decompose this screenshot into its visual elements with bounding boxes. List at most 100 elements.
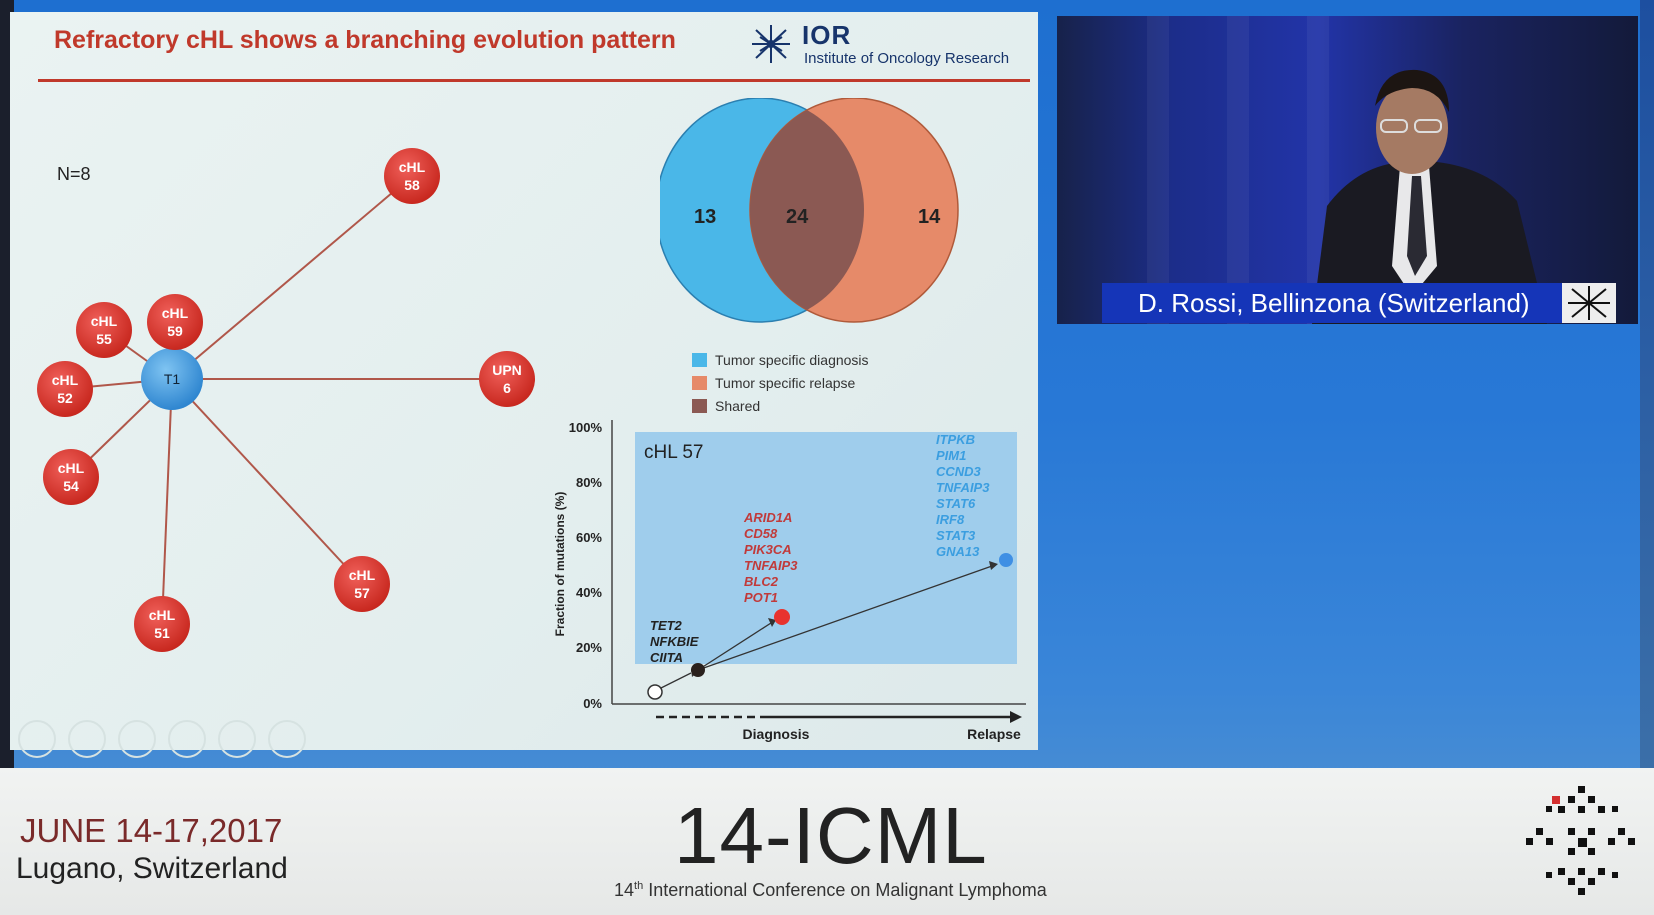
tree-node-label: 57	[354, 585, 370, 601]
x-label-relapse: Relapse	[967, 726, 1021, 742]
gene-label: PIK3CA	[744, 542, 792, 557]
tree-node-upn6: UPN 6	[479, 351, 535, 407]
venn-shared-value: 24	[786, 206, 809, 228]
subtitle-number: 14	[614, 880, 635, 900]
tree-node-label: 51	[154, 625, 170, 641]
tree-node-chl54: cHL 54	[43, 449, 99, 505]
ior-logo-word: IOR	[802, 20, 852, 50]
tree-edge	[171, 378, 363, 585]
y-tick-label: 60%	[576, 530, 602, 545]
y-tick-label: 80%	[576, 475, 602, 490]
gene-list-diagnosis: ARID1A CD58 PIK3CA TNFAIP3 BLC2 POT1	[744, 510, 797, 606]
gene-label: NFKBIE	[650, 634, 699, 649]
title-rule	[38, 79, 1030, 82]
tree-node-chl52: cHL 52	[37, 361, 93, 417]
gene-label: BLC2	[744, 574, 778, 589]
gene-label: STAT6	[936, 496, 976, 511]
gene-label: STAT3	[936, 528, 976, 543]
gene-list-relapse: ITPKB PIM1 CCND3 TNFAIP3 STAT6 IRF8 STAT…	[936, 432, 989, 560]
legend-swatch	[692, 375, 707, 390]
branching-tree: T1 cHL 58 cHL 59 cHL 55 cHL 52 cHL 54 cHL 51 cHL 57 UP…	[37, 148, 535, 652]
venn-shared-region	[750, 98, 864, 322]
tree-edge	[171, 175, 413, 380]
y-tick-label: 20%	[576, 640, 602, 655]
tree-node-t1: T1	[141, 348, 203, 410]
gene-label: ARID1A	[744, 510, 793, 525]
y-tick-label: 100%	[569, 420, 603, 435]
gene-label: TNFAIP3	[936, 480, 990, 495]
legend-swatch	[692, 352, 707, 367]
gene-label: IRF8	[936, 512, 965, 527]
tree-edge	[161, 378, 173, 625]
clone-point-relapse	[999, 553, 1013, 567]
slide-nav-forward-button[interactable]	[68, 720, 106, 758]
panel-label: cHL 57	[644, 442, 704, 463]
y-axis-label: Fraction of mutations (%)	[553, 492, 567, 637]
gene-label: TET2	[650, 618, 682, 633]
footer-event-subtitle: 14th International Conference on Maligna…	[614, 880, 1047, 901]
nameplate-logo-icon	[1562, 283, 1616, 323]
sample-count: N=8	[57, 164, 91, 184]
footer-location: Lugano, Switzerland	[16, 852, 288, 885]
venn-left-value: 13	[694, 206, 716, 228]
slide-more-button[interactable]	[268, 720, 306, 758]
tree-node-label: 58	[404, 177, 420, 193]
tree-node-label: 6	[503, 380, 511, 396]
arrow-head-icon	[1010, 711, 1022, 723]
tree-node-label: 52	[57, 390, 73, 406]
subtitle-suffix: th	[634, 880, 644, 892]
speaker-nameplate: D. Rossi, Bellinzona (Switzerland)	[1102, 283, 1604, 323]
y-tick-label: 40%	[576, 585, 602, 600]
tree-node-chl59: cHL 59	[147, 294, 203, 350]
gene-label: PIM1	[936, 448, 967, 463]
footer-date: JUNE 14-17,2017	[20, 812, 283, 849]
ior-logo-icon	[752, 25, 790, 63]
legend-swatch	[692, 398, 707, 413]
tree-node-chl58: cHL 58	[384, 148, 440, 204]
legend-item: Shared	[715, 397, 761, 414]
clonal-evolution-plot: cHL 57 0% 20% 40% 60% 80% 100% Fraction …	[553, 420, 1026, 742]
gene-label: CCND3	[936, 464, 981, 479]
legend-item: Tumor specific diagnosis	[715, 351, 869, 368]
clone-point-diagnosis	[774, 609, 790, 625]
clone-point-germline	[647, 684, 663, 700]
venn-diagram: 13 24 14	[660, 98, 959, 323]
tree-node-label: cHL	[349, 567, 376, 583]
slide-title: Refractory cHL shows a branching evoluti…	[54, 26, 676, 54]
gene-label: CD58	[744, 526, 778, 541]
x-label-diagnosis: Diagnosis	[743, 726, 810, 742]
venn-right-value: 14	[918, 206, 941, 228]
presentation-slide: Refractory cHL shows a branching evoluti…	[10, 12, 1038, 758]
slide-pen-button[interactable]	[118, 720, 156, 758]
clone-point-trunk	[691, 663, 705, 677]
gene-label: CIITA	[650, 650, 683, 665]
tree-node-label: 55	[96, 331, 112, 347]
tree-node-label: 54	[63, 478, 79, 494]
screen-border-right	[1640, 0, 1654, 770]
speaker-silhouette	[1312, 69, 1547, 324]
tree-node-chl51: cHL 51	[134, 596, 190, 652]
icml-logo-icon	[1526, 786, 1635, 895]
tree-node-label: T1	[164, 371, 181, 387]
tree-node-label: 59	[167, 323, 183, 339]
tree-node-label: cHL	[58, 460, 85, 476]
speaker-video	[1057, 16, 1638, 324]
y-tick-label: 0%	[583, 696, 602, 711]
subtitle-text: International Conference on Malignant Ly…	[643, 880, 1047, 900]
legend-item: Tumor specific relapse	[715, 374, 856, 391]
tree-node-chl55: cHL 55	[76, 302, 132, 358]
footer-event-title: 14-ICML	[674, 791, 988, 880]
slide-nav-back-button[interactable]	[18, 720, 56, 758]
tree-node-label: cHL	[162, 305, 189, 321]
slide-grid-button[interactable]	[168, 720, 206, 758]
gene-list-trunk: TET2 NFKBIE CIITA	[650, 618, 698, 666]
tree-node-label: cHL	[91, 313, 118, 329]
tree-node-label: UPN	[492, 362, 522, 378]
arrow-head-icon	[989, 561, 998, 570]
venn-legend: Tumor specific diagnosis Tumor specific …	[692, 348, 869, 417]
slide-zoom-button[interactable]	[218, 720, 256, 758]
tree-node-label: cHL	[399, 159, 426, 175]
tree-node-chl57: cHL 57	[334, 556, 390, 612]
tree-node-label: cHL	[149, 607, 176, 623]
gene-label: POT1	[744, 590, 778, 605]
